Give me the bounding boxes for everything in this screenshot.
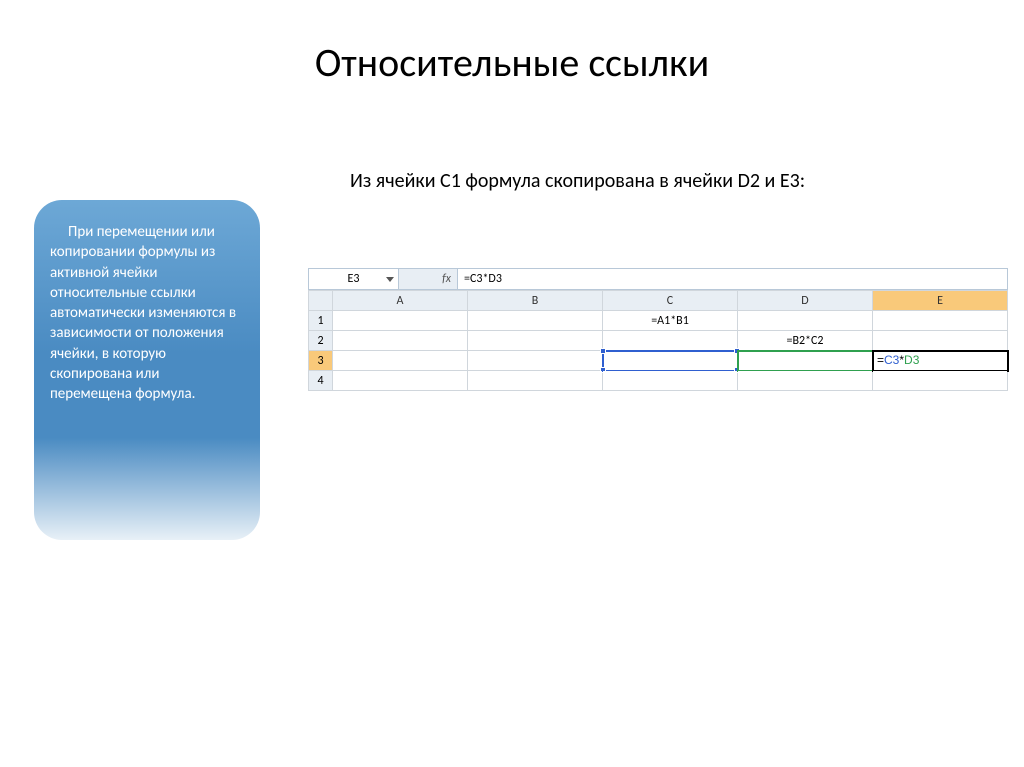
sidebar-text: При перемещении или копировании формулы … [50, 222, 244, 404]
sidebar-info-box: При перемещении или копировании формулы … [34, 200, 260, 540]
fx-label[interactable]: fx [399, 272, 457, 286]
cell-B1[interactable] [468, 311, 603, 331]
col-header-E[interactable]: E [873, 291, 1008, 311]
cell-D1[interactable] [738, 311, 873, 331]
cell-D2[interactable]: =B2*C2 [738, 331, 873, 351]
row-header-3[interactable]: 3 [309, 351, 333, 371]
cell-A4[interactable] [333, 371, 468, 391]
col-header-A[interactable]: A [333, 291, 468, 311]
cell-E4[interactable] [873, 371, 1008, 391]
row-header-4[interactable]: 4 [309, 371, 333, 391]
cell-C4[interactable] [603, 371, 738, 391]
col-header-D[interactable]: D [738, 291, 873, 311]
row-1: 1 =A1*B1 [309, 311, 1008, 331]
slide-title: Относительные ссылки [0, 38, 1024, 87]
cell-E1[interactable] [873, 311, 1008, 331]
cell-C1[interactable]: =A1*B1 [603, 311, 738, 331]
column-header-row: A B C D E [309, 291, 1008, 311]
cell-D3[interactable] [738, 351, 873, 371]
cell-C3[interactable] [603, 351, 738, 371]
col-header-C[interactable]: C [603, 291, 738, 311]
cell-B4[interactable] [468, 371, 603, 391]
formula-bar: E3 fx =C3*D3 [308, 268, 1008, 290]
select-all-corner[interactable] [309, 291, 333, 311]
formula-bar-content[interactable]: =C3*D3 [457, 269, 1007, 289]
formula-ref1: C3 [884, 353, 899, 367]
cell-E2[interactable] [873, 331, 1008, 351]
row-header-2[interactable]: 2 [309, 331, 333, 351]
name-box[interactable]: E3 [309, 269, 399, 289]
cell-A3[interactable] [333, 351, 468, 371]
cell-A2[interactable] [333, 331, 468, 351]
formula-ref2: D3 [904, 353, 919, 367]
cell-B2[interactable] [468, 331, 603, 351]
worksheet-grid: A B C D E 1 =A1*B1 2 =B2*C2 3 [308, 290, 1008, 391]
formula-prefix: = [877, 353, 884, 367]
col-header-B[interactable]: B [468, 291, 603, 311]
row-2: 2 =B2*C2 [309, 331, 1008, 351]
cell-E3[interactable]: =C3*D3 [873, 351, 1008, 371]
cell-C2[interactable] [603, 331, 738, 351]
cell-D4[interactable] [738, 371, 873, 391]
cell-B3[interactable] [468, 351, 603, 371]
row-4: 4 [309, 371, 1008, 391]
row-header-1[interactable]: 1 [309, 311, 333, 331]
description-text: Из ячейки С1 формула скопирована в ячейк… [350, 168, 910, 194]
row-3: 3 =C3*D3 [309, 351, 1008, 371]
spreadsheet-screenshot: E3 fx =C3*D3 A B C D E 1 =A1*B1 2 =B2*C2 [308, 268, 1008, 391]
cell-A1[interactable] [333, 311, 468, 331]
